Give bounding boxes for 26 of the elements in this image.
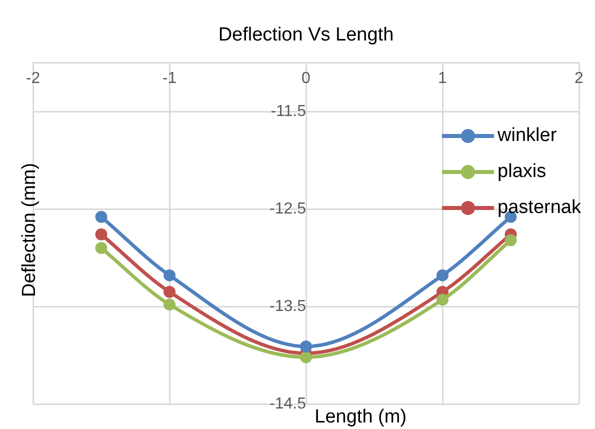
x-tick-label: -2 — [26, 70, 40, 87]
y-tick-label: -12.5 — [270, 200, 306, 218]
y-tick-label: -11.5 — [270, 102, 306, 120]
chart-title: Deflection Vs Length — [218, 24, 394, 46]
point — [436, 269, 448, 282]
x-tick-label: 2 — [574, 70, 584, 87]
point — [164, 269, 176, 282]
x-tick-label: 0 — [302, 70, 311, 87]
x-tick-label: -1 — [162, 70, 177, 87]
legend-label: winkler — [498, 125, 557, 147]
point — [300, 351, 312, 364]
y-tick-label: -13.5 — [270, 298, 306, 315]
x-tick-label: 1 — [438, 70, 448, 87]
legend-label: plaxis — [498, 161, 546, 183]
point — [95, 228, 108, 240]
point — [164, 286, 176, 298]
y-tick-label: -14.5 — [270, 395, 306, 412]
y-axis-title: Deflection (mm) — [19, 162, 40, 298]
legend-label: pasternak — [498, 197, 581, 219]
point — [95, 210, 108, 223]
point — [504, 234, 517, 246]
point — [300, 340, 312, 352]
point — [164, 298, 176, 311]
x-axis-title: Length (m) — [314, 406, 407, 428]
point — [95, 242, 108, 254]
point — [436, 294, 448, 306]
